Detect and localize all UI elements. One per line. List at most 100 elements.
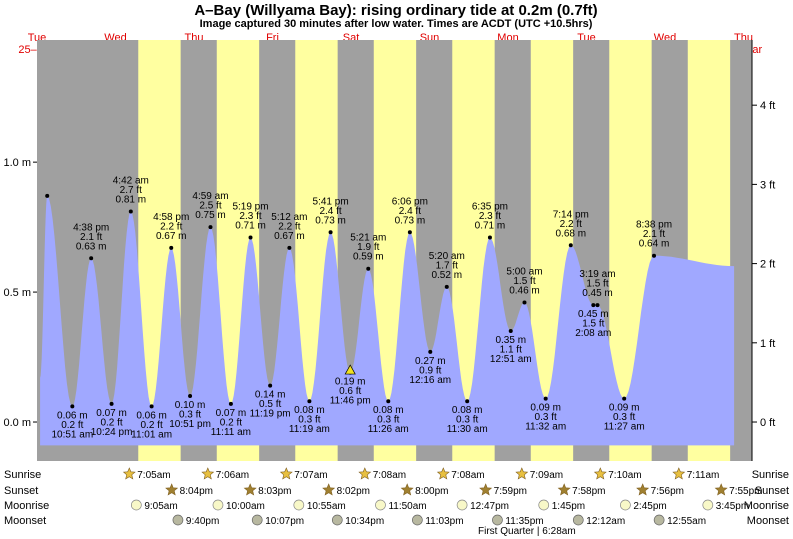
- tide-extreme-label: 0.3 ft: [613, 412, 635, 423]
- moonset-moon-icon: [572, 514, 584, 526]
- left-axis-label: 0.0 m: [3, 417, 31, 429]
- sun-moon-row-label-right: Sunrise: [752, 469, 789, 481]
- tide-extreme-label: 0.07 m: [96, 408, 127, 419]
- moonset-time: 11:03pm: [425, 516, 463, 527]
- moonset-moon-icon: [412, 514, 423, 526]
- tide-extreme-point: [522, 300, 527, 305]
- tide-extreme-label: 0.3 ft: [179, 410, 201, 421]
- right-axis-label: 1 ft: [760, 338, 775, 350]
- tide-extreme-label: 1.7 ft: [436, 260, 458, 271]
- tide-extreme-label: 11:30 am: [447, 424, 488, 435]
- sunrise-star-icon: [436, 467, 450, 480]
- sun-moon-row-label-right: Sunset: [755, 485, 789, 497]
- moonset-moon-icon: [331, 514, 343, 526]
- tide-extreme-label: 0.3 ft: [535, 412, 557, 423]
- sunset-star-icon: [243, 483, 257, 496]
- tide-extreme-label: 0.08 m: [373, 405, 404, 416]
- tide-extreme-label: 8:38 pm: [636, 220, 672, 231]
- tide-extreme-point: [591, 303, 596, 308]
- sunset-time: 7:59pm: [494, 486, 527, 497]
- sunrise-star-icon: [122, 467, 136, 480]
- tide-extreme-label: 0.14 m: [255, 390, 286, 401]
- moonrise-time: 3:45pm: [716, 501, 749, 512]
- moonrise-moon-icon: [538, 499, 550, 511]
- tide-extreme-label: 0.08 m: [294, 405, 325, 416]
- tide-extreme-label: 0.68 m: [556, 228, 587, 239]
- tide-extreme-label: 2.5 ft: [199, 201, 221, 212]
- tide-extreme-point: [89, 256, 94, 261]
- moonrise-time: 12:47pm: [470, 501, 509, 512]
- tide-extreme-label: 0.27 m: [415, 356, 446, 367]
- tide-extreme-label: 3:19 am: [579, 269, 615, 280]
- tide-extreme-label: 0.2 ft: [100, 417, 122, 428]
- tide-extreme-label: 0.45 m: [578, 309, 609, 320]
- tide-extreme-label: 0.59 m: [353, 252, 384, 263]
- moonrise-moon-icon: [456, 499, 468, 511]
- tide-extreme-label: 0.3 ft: [377, 415, 399, 426]
- sunset-time: 8:02pm: [337, 486, 370, 497]
- tide-extreme-label: 2.3 ft: [479, 211, 501, 222]
- tide-extreme-label: 6:35 pm: [472, 202, 508, 213]
- tide-extreme-point: [428, 349, 433, 354]
- moonrise-moon-icon: [375, 499, 386, 511]
- tide-extreme-label: 2.1 ft: [80, 232, 102, 243]
- tide-extreme-label: 6:06 pm: [392, 196, 428, 207]
- tide-extreme-label: 0.71 m: [475, 221, 506, 232]
- tide-extreme-label: 0.3 ft: [298, 415, 320, 426]
- sunset-star-icon: [400, 483, 414, 496]
- tide-extreme-label: 2.2 ft: [278, 221, 300, 232]
- tide-extreme-label: 5:20 am: [429, 251, 465, 262]
- tide-extreme-label: 11:01 am: [131, 429, 172, 440]
- sunrise-time: 7:09am: [530, 470, 563, 481]
- tide-extreme-label: 1.5 ft: [586, 279, 608, 290]
- tide-extreme-label: 0.2 ft: [220, 417, 242, 428]
- moonset-time: 11:35pm: [505, 516, 543, 527]
- sunset-star-icon: [636, 483, 650, 496]
- moonrise-moon-icon: [702, 499, 714, 511]
- tide-extreme-label: 11:27 am: [604, 422, 645, 433]
- sunset-time: 8:03pm: [258, 486, 291, 497]
- moon-phase-note: First Quarter | 6:28am: [478, 526, 576, 537]
- tide-extreme-label: 2.7 ft: [120, 185, 142, 196]
- sunset-star-icon: [714, 483, 728, 496]
- tide-extreme-point: [386, 399, 391, 404]
- tide-extreme-label: 0.2 ft: [140, 420, 162, 431]
- tide-extreme-point: [568, 243, 573, 248]
- tide-extreme-label: 4:59 am: [192, 191, 228, 202]
- tide-extreme-label: 1.5 ft: [582, 319, 604, 330]
- moonrise-moon-icon: [293, 499, 305, 511]
- moonset-time: 12:55am: [667, 516, 706, 527]
- sunrise-time: 7:08am: [373, 470, 406, 481]
- tide-extreme-point: [208, 225, 213, 230]
- tide-extreme-point: [188, 394, 193, 399]
- tide-extreme-label: 12:16 am: [409, 375, 451, 386]
- sunrise-time: 7:08am: [451, 470, 484, 481]
- tide-extreme-label: 11:46 pm: [330, 396, 371, 407]
- right-axis-label: 2 ft: [760, 259, 775, 271]
- tide-extreme-label: 0.63 m: [76, 241, 107, 252]
- tide-extreme-point: [169, 245, 174, 250]
- tide-extreme-label: 0.09 m: [530, 403, 561, 414]
- tide-extreme-label: 11:26 am: [368, 424, 409, 435]
- tide-extreme-label: 10:51 pm: [169, 419, 211, 430]
- tide-extreme-point: [487, 235, 492, 240]
- tide-extreme-label: 0.6 ft: [339, 386, 361, 397]
- tide-extreme-point: [652, 253, 657, 258]
- tide-extreme-point: [128, 209, 133, 214]
- tide-extreme-label: 5:12 am: [271, 212, 307, 223]
- sunrise-time: 7:11am: [687, 470, 720, 481]
- tide-extreme-label: 2.4 ft: [319, 206, 341, 217]
- tide-extreme-point: [444, 284, 449, 289]
- tide-extreme-label: 1.1 ft: [500, 345, 522, 356]
- sunset-time: 8:00pm: [415, 486, 448, 497]
- moonset-moon-icon: [492, 514, 503, 526]
- sunrise-time: 7:07am: [294, 470, 327, 481]
- tide-extreme-point: [543, 396, 548, 401]
- sunset-time: 7:56pm: [651, 486, 684, 497]
- tide-extreme-point: [228, 401, 233, 406]
- tide-extreme-label: 10:51 am: [51, 429, 93, 440]
- moonset-moon-icon: [653, 514, 665, 526]
- tide-extreme-label: 11:19 am: [289, 424, 330, 435]
- tide-extreme-label: 4:38 pm: [73, 222, 109, 233]
